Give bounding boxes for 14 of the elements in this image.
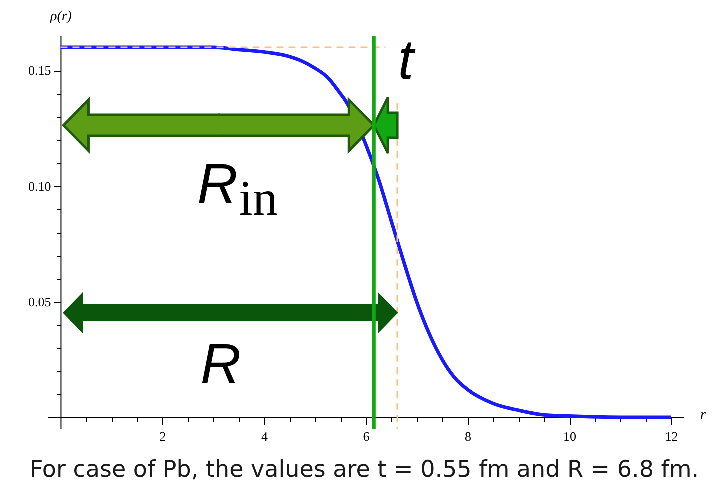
x-axis-title: r xyxy=(700,408,706,423)
y-axis-title: ρ(r) xyxy=(49,10,72,24)
x-tick-label: 2 xyxy=(160,428,166,444)
x-tick-label: 6 xyxy=(363,428,370,444)
y-tick-label: 0.15 xyxy=(28,63,52,78)
annotation: R xyxy=(200,332,242,395)
y-tick-label: 0.10 xyxy=(28,178,52,194)
x-tick-label: 8 xyxy=(465,428,472,444)
annotation: t xyxy=(398,28,416,91)
x-tick-label: 12 xyxy=(665,428,678,444)
y-tick-label: 0.05 xyxy=(28,294,52,310)
x-tick-label: 4 xyxy=(261,428,268,444)
x-tick-label: 10 xyxy=(564,428,577,444)
text: For case of Pb, the values are t = 0.55 fm and R = 6.8 fm. xyxy=(30,457,700,483)
